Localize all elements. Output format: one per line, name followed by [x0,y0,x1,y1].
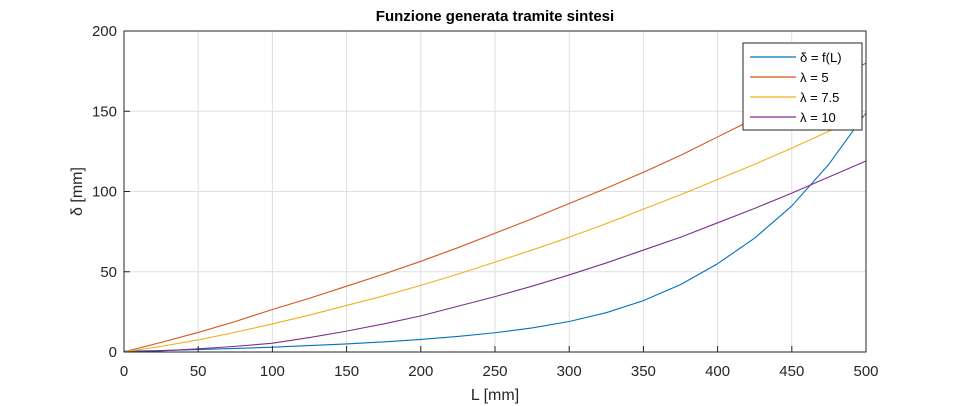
y-tick-label: 50 [100,264,117,281]
ticks: 0 50 100 150 200 250 300 350 400 450 500 0 50 100 150 2… [92,23,879,380]
x-tick-label: 450 [779,363,804,380]
series-line-4 [123,160,867,353]
y-tick-label: 100 [92,184,117,201]
y-tick-label: 200 [92,23,117,40]
x-tick-label: 350 [631,363,656,380]
x-axis-label: L [mm] [471,387,519,404]
y-tick-label: 150 [92,103,117,120]
x-tick-label: 300 [557,363,582,380]
legend-label: λ = 7.5 [800,90,839,105]
x-tick-label: 50 [190,363,207,380]
x-tick-label: 500 [853,363,878,380]
grid [124,31,866,352]
y-tick-label: 0 [109,344,117,361]
legend-label: δ = f(L) [800,50,842,65]
x-tick-label: 0 [120,363,128,380]
legend-label: λ = 10 [800,110,836,125]
series-line-1 [123,112,867,352]
x-tick-label: 250 [482,363,507,380]
x-tick-label: 200 [408,363,433,380]
series-line-3 [123,113,867,353]
y-axis-label: δ [mm] [69,167,86,216]
chart-title: Funzione generata tramite sintesi [376,8,614,25]
x-tick-label: 400 [705,363,730,380]
series-line-2 [123,62,867,353]
series-group [123,62,867,353]
x-tick-label: 150 [334,363,359,380]
x-tick-label: 100 [260,363,285,380]
legend: δ = f(L) λ = 5 λ = 7.5 λ = 10 [742,42,863,131]
legend-label: λ = 5 [800,70,829,85]
